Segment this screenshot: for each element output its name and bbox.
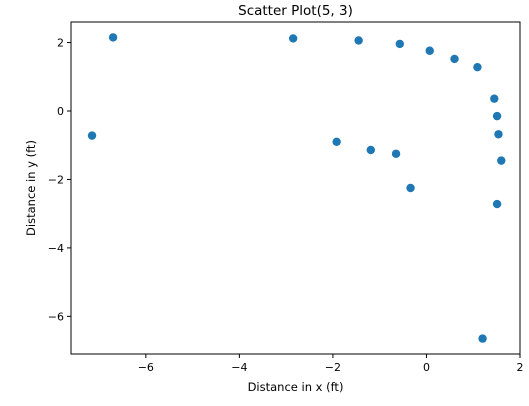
data-point — [108, 33, 118, 42]
y-axis-label: Distance in y (ft) — [24, 140, 38, 236]
x-tick-label: −6 — [138, 361, 154, 374]
data-point — [473, 62, 482, 72]
data-point — [425, 46, 434, 55]
y-tick-label: 0 — [57, 105, 64, 118]
data-point — [406, 183, 415, 193]
chart-title: Scatter Plot(5, 3) — [238, 3, 353, 19]
data-point — [497, 156, 506, 165]
data-point — [490, 94, 499, 103]
y-axis-ticks: −6 −4 −2 0 2 — [48, 37, 71, 323]
x-tick-label: 0 — [423, 361, 430, 374]
y-tick-label: −6 — [48, 310, 64, 323]
data-point — [492, 199, 502, 209]
data-point — [494, 130, 503, 139]
plot-frame — [70, 21, 521, 355]
data-point — [450, 54, 459, 64]
data-point — [332, 137, 341, 146]
x-axis-label: Distance in x (ft) — [248, 380, 344, 394]
x-tick-label: 2 — [517, 361, 524, 374]
data-point — [492, 111, 502, 121]
y-tick-label: −4 — [48, 242, 64, 255]
data-point — [478, 334, 487, 343]
x-axis-ticks: −6 −4 −2 0 2 — [138, 354, 524, 374]
data-point — [87, 131, 97, 140]
data-point — [354, 36, 363, 45]
y-tick-label: −2 — [48, 173, 64, 186]
data-point — [288, 34, 298, 43]
y-tick-label: 2 — [57, 37, 64, 50]
x-tick-label: −4 — [231, 361, 247, 374]
data-point — [395, 39, 404, 49]
x-tick-label: −2 — [325, 361, 341, 374]
data-points — [87, 33, 506, 343]
data-point — [366, 145, 376, 155]
data-point — [391, 149, 401, 158]
